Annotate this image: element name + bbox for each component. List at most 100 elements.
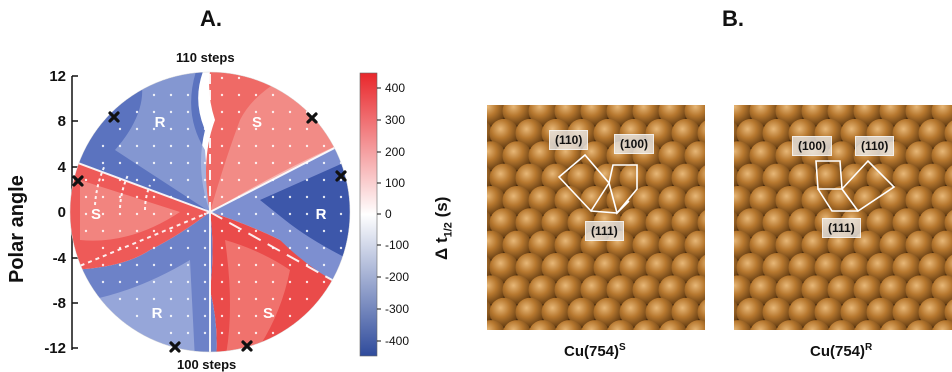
grid-dot [136, 298, 138, 300]
grid-dot [136, 128, 138, 130]
grid-dot [153, 281, 155, 283]
grid-dot [85, 230, 87, 232]
grid-dot [272, 179, 274, 181]
region-label-r: R [152, 305, 163, 322]
grid-dot [170, 213, 172, 215]
grid-dot [340, 230, 342, 232]
grid-dot [204, 196, 206, 198]
grid-dot [289, 145, 291, 147]
grid-dot [323, 145, 325, 147]
grid-dot [102, 213, 104, 215]
grid-dot [204, 332, 206, 334]
grid-dot [119, 264, 121, 266]
grid-dot [170, 94, 172, 96]
grid-dot [221, 111, 223, 113]
grid-dot [204, 264, 206, 266]
facet-label-110: (110) [549, 130, 588, 150]
grid-dot [272, 264, 274, 266]
grid-dot [204, 77, 206, 79]
grid-dot [255, 94, 257, 96]
grid-dot [221, 128, 223, 130]
grid-dot [255, 247, 257, 249]
grid-dot [272, 111, 274, 113]
grid-dot [221, 298, 223, 300]
grid-dot [272, 213, 274, 215]
grid-dot [323, 264, 325, 266]
grid-dot [238, 128, 240, 130]
colorbar-tick: 300 [385, 113, 405, 127]
region-label-r: R [316, 206, 327, 223]
grid-dot [102, 179, 104, 181]
grid-dot [102, 196, 104, 198]
colorbar: 400 300 200 100 0 -100 -200 -300 -400 [360, 73, 409, 356]
grid-dot [238, 264, 240, 266]
region-label-s: S [263, 305, 273, 322]
facet-label-100: (100) [614, 134, 654, 154]
grid-dot [306, 162, 308, 164]
grid-dot [272, 145, 274, 147]
grid-dot [187, 179, 189, 181]
grid-dot [306, 298, 308, 300]
grid-dot [306, 281, 308, 283]
grid-dot [136, 247, 138, 249]
y-tick-label: 12 [49, 68, 66, 85]
grid-dot [255, 111, 257, 113]
y-tick-label: -12 [44, 340, 66, 357]
caption-cu754-s: Cu(754)S [564, 342, 626, 360]
grid-dot [153, 94, 155, 96]
grid-dot [85, 196, 87, 198]
grid-dot [289, 162, 291, 164]
grid-dot [170, 162, 172, 164]
grid-dot [119, 213, 121, 215]
crystal-image-r: (100) (110) (111) [734, 105, 952, 330]
grid-dot [170, 315, 172, 317]
grid-dot [289, 213, 291, 215]
grid-dot [272, 298, 274, 300]
colorbar-tick: 100 [385, 176, 405, 190]
grid-dot [289, 315, 291, 317]
facet-label-111: (111) [822, 218, 861, 238]
grid-dot [187, 298, 189, 300]
facet-label-110: (110) [855, 136, 894, 156]
grid-dot [221, 281, 223, 283]
grid-dot [306, 128, 308, 130]
grid-dot [170, 179, 172, 181]
grid-dot [255, 230, 257, 232]
grid-dot [221, 332, 223, 334]
y-axis-label: Polar angle [6, 175, 29, 283]
grid-dot [170, 128, 172, 130]
colorbar-title: Δ t1/2 (s) [432, 197, 454, 260]
grid-dot [238, 315, 240, 317]
grid-dot [306, 213, 308, 215]
grid-dot [323, 196, 325, 198]
grid-dot [255, 196, 257, 198]
grid-dot [272, 94, 274, 96]
grid-dot [187, 230, 189, 232]
grid-dot [323, 179, 325, 181]
grid-dot [153, 111, 155, 113]
grid-dot [136, 145, 138, 147]
grid-dot [204, 213, 206, 215]
grid-dot [221, 145, 223, 147]
grid-dot [289, 230, 291, 232]
grid-dot [102, 281, 104, 283]
crystal-image-s: (110) (100) (111) [487, 105, 705, 330]
top-steps-label: 110 steps [176, 50, 235, 65]
grid-dot [255, 298, 257, 300]
grid-dot [289, 128, 291, 130]
grid-dot [153, 196, 155, 198]
grid-dot [170, 145, 172, 147]
grid-dot [119, 298, 121, 300]
grid-dot [238, 213, 240, 215]
grid-dot [238, 179, 240, 181]
grid-dot [136, 162, 138, 164]
grid-dot [204, 281, 206, 283]
grid-dot [136, 111, 138, 113]
grid-dot [238, 230, 240, 232]
grid-dot [187, 111, 189, 113]
grid-dot [187, 281, 189, 283]
y-tick-label: 4 [58, 159, 67, 176]
grid-dot [187, 94, 189, 96]
grid-dot [187, 162, 189, 164]
grid-dot [204, 111, 206, 113]
